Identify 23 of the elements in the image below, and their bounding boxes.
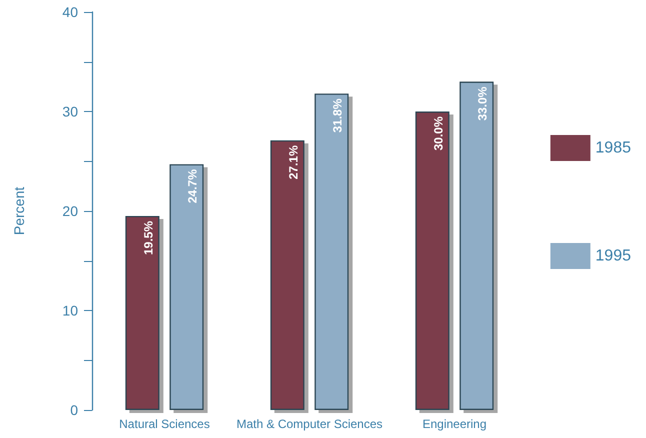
x-tick-label: Engineering [422, 417, 487, 431]
bar [415, 112, 450, 410]
bar [125, 216, 160, 410]
bar [270, 140, 304, 410]
data-label: 27.1% [286, 145, 300, 180]
y-axis-title: Percent [11, 186, 27, 236]
data-label: 31.8% [330, 98, 345, 133]
y-tick-label: 10 [62, 302, 78, 318]
bar [460, 82, 494, 410]
y-tick-label: 30 [62, 104, 78, 120]
y-tick-label: 20 [62, 203, 78, 219]
data-label: 24.7% [186, 168, 200, 204]
bar [170, 164, 204, 410]
legend-label: 1995 [595, 248, 632, 264]
bar [314, 94, 349, 410]
data-label: 19.5% [141, 220, 156, 256]
y-tick-label: 40 [62, 4, 78, 20]
x-tick-label: Math & Computer Sciences [236, 417, 383, 431]
y-tick-label: 0 [70, 402, 78, 418]
legend-label: 1985 [595, 140, 632, 156]
data-label: 30.0% [431, 116, 446, 151]
data-label: 33.0% [476, 86, 490, 121]
x-tick-label: Natural Sciences [119, 417, 210, 431]
